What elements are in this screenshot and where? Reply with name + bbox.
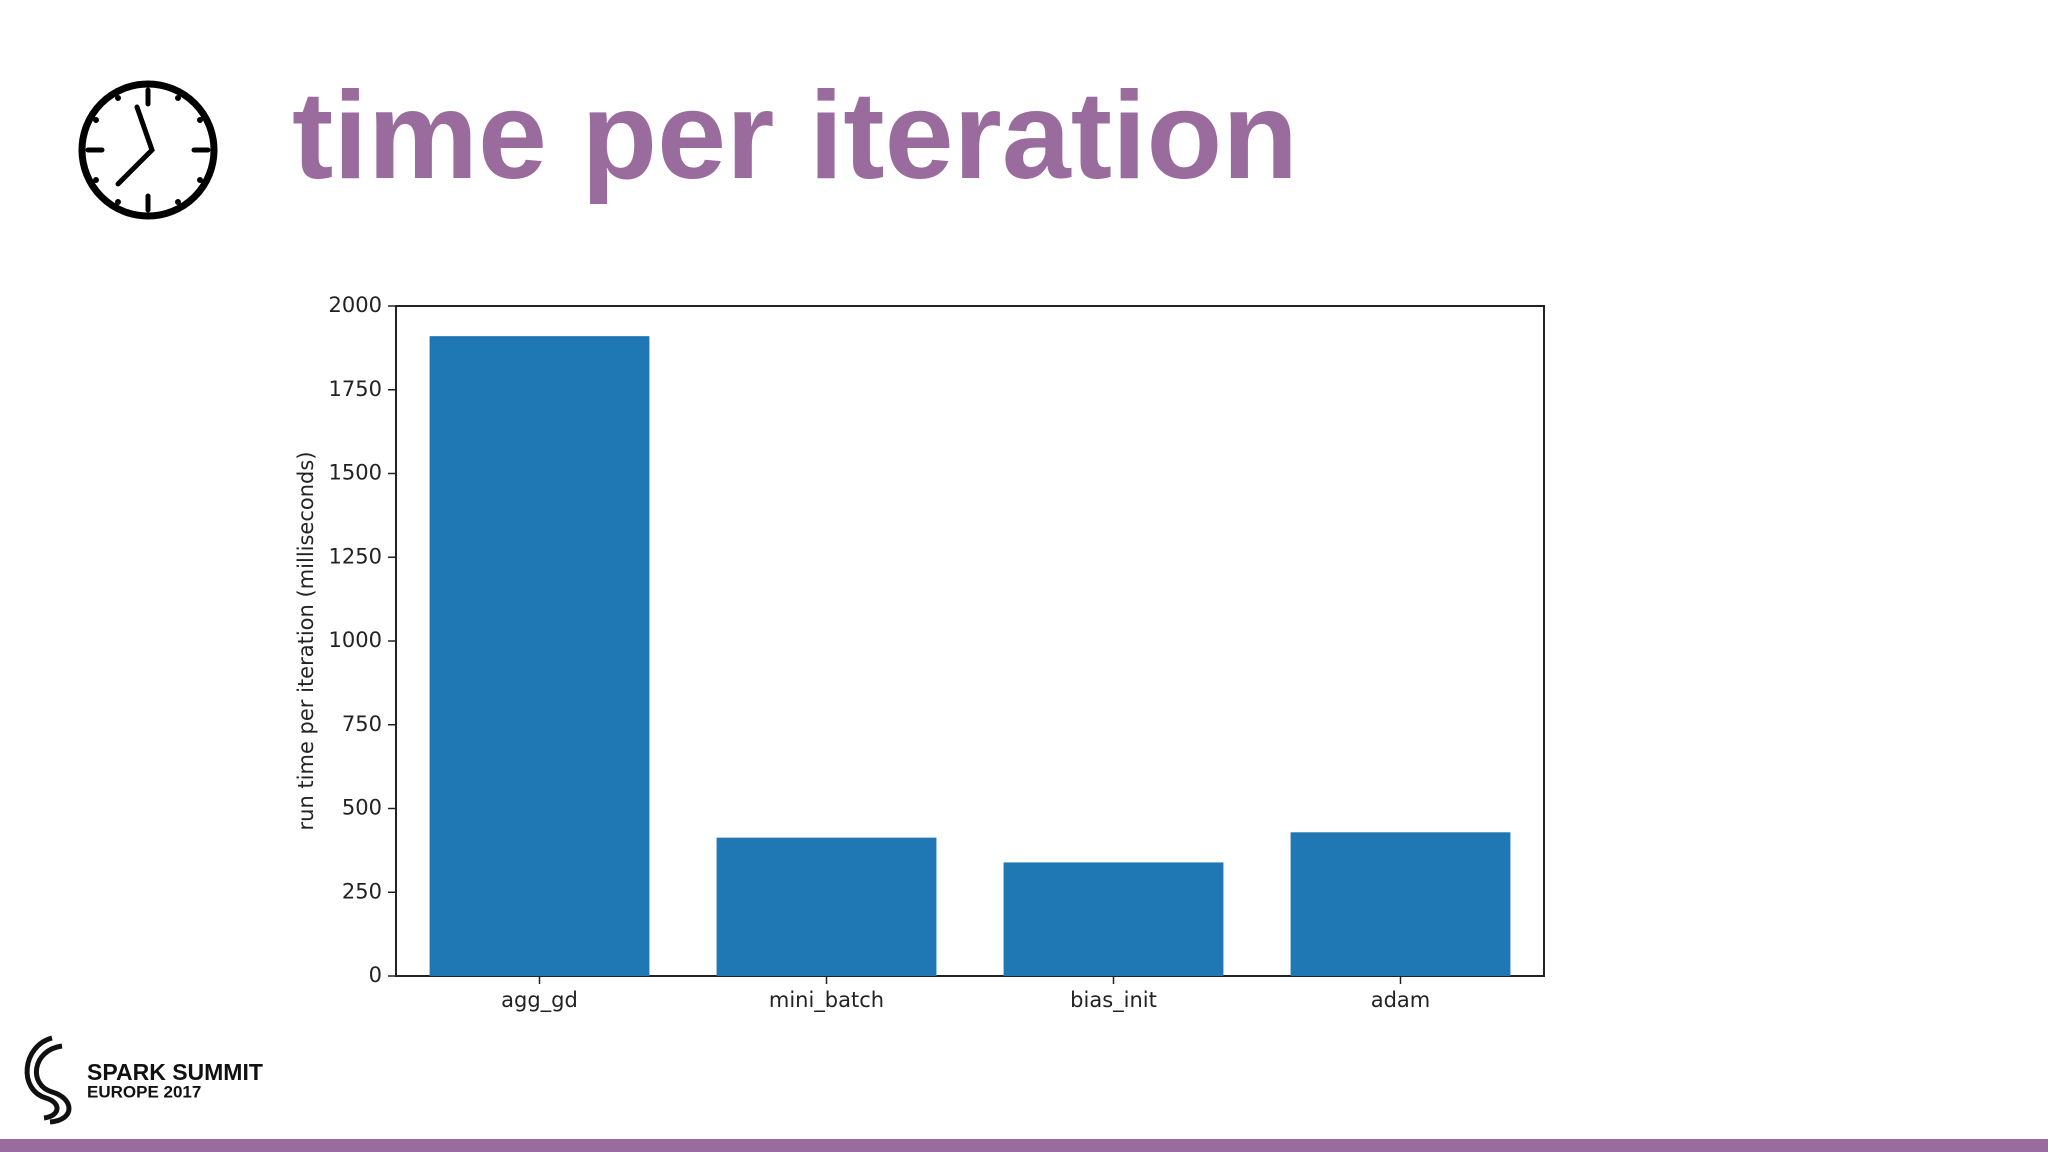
event: EUROPE 2017 [87, 1082, 201, 1101]
y-tick-label: 250 [342, 879, 382, 903]
y-axis-label: run time per iteration (milliseconds) [294, 451, 318, 830]
y-tick-label: 1500 [329, 461, 382, 485]
bar [716, 837, 937, 976]
y-tick-label: 1750 [329, 377, 382, 401]
bar [1003, 862, 1224, 976]
y-tick-label: 750 [342, 712, 382, 736]
x-tick-label: bias_init [1070, 988, 1157, 1013]
brand: SPARK SUMMIT [87, 1059, 263, 1085]
y-tick-label: 2000 [329, 293, 382, 317]
y-tick-label: 0 [369, 963, 382, 987]
x-tick-label: mini_batch [769, 988, 884, 1013]
x-tick-label: adam [1371, 988, 1431, 1012]
bottom-bar [0, 1139, 2048, 1152]
y-tick-label: 1250 [329, 544, 382, 568]
bar [1290, 832, 1511, 976]
y-tick-label: 1000 [329, 628, 382, 652]
bar [429, 336, 650, 976]
x-tick-label: agg_gd [501, 988, 578, 1013]
y-tick-label: 500 [342, 796, 382, 820]
slide-title: time per iteration [292, 67, 1298, 205]
logo [24, 1035, 72, 1125]
clock-icon [78, 80, 218, 220]
